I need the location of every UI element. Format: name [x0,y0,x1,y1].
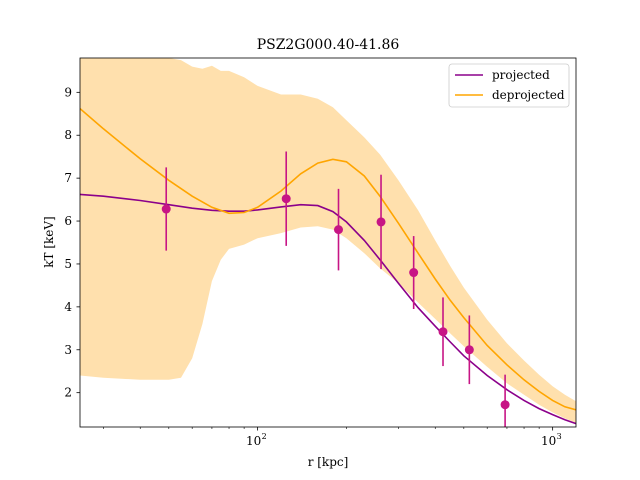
projected-line [80,193,576,425]
deprojected-line [80,107,576,411]
y-tick-label: 6 [64,214,72,228]
data-point [334,225,344,235]
data-point [281,194,291,204]
x-tick-label: 10 [246,434,261,448]
y-axis-label: kT [keV] [42,216,56,268]
data-point [500,400,510,410]
legend-label-deprojected: deprojected [492,88,565,102]
y-tick-label: 3 [64,343,72,357]
y-tick-label: 5 [64,257,72,271]
x-axis-label: r [kpc] [308,455,349,469]
legend-label-projected: projected [492,68,550,82]
x-tick-exponent: 2 [262,432,267,441]
legend: projected deprojected [448,63,570,108]
y-axis-ticks: 2 3 4 5 6 7 8 9 [64,85,80,400]
y-tick-label: 9 [64,85,72,99]
data-point [376,217,386,227]
x-axis-ticks: 10 2 10 3 [103,427,562,448]
x-tick-label: 10 [541,434,556,448]
data-point [438,327,448,337]
plot-area [80,58,576,427]
plot-frame [79,57,577,428]
y-tick-label: 4 [64,300,72,314]
data-points [161,151,510,427]
y-tick-label: 7 [64,171,72,185]
chart-title: PSZ2G000.40-41.86 [257,37,400,53]
x-tick-exponent: 3 [557,432,562,441]
y-tick-label: 2 [64,386,72,400]
data-point [464,345,474,355]
data-point [409,268,419,278]
y-tick-label: 8 [64,128,72,142]
data-point [161,204,171,214]
deprojected-uncertainty-band [80,58,576,423]
